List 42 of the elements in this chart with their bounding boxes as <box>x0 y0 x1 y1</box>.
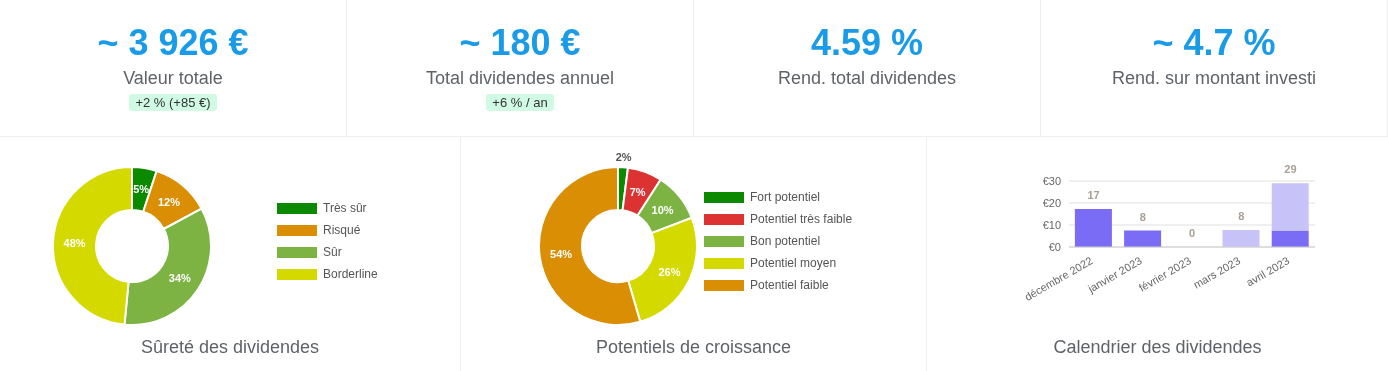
y-tick-label: €30 <box>1042 174 1061 187</box>
text: 4.59 % <box>809 22 925 64</box>
legend-label: Potentiel faible <box>750 278 829 292</box>
text: Potentiels de croissance <box>594 337 793 358</box>
text: Calendrier des dividendes <box>1052 337 1263 358</box>
x-tick-label: avril 2023 <box>1244 254 1292 289</box>
text: Rend. total dividendes <box>776 67 958 90</box>
total-label: 29 <box>1284 163 1297 176</box>
total-label: 17 <box>1087 188 1100 201</box>
data-label: 5% <box>133 183 150 196</box>
text: +2 % (+85 €) <box>129 94 217 111</box>
text: Total dividendes annuel <box>424 67 616 90</box>
data-label: 26% <box>658 265 681 278</box>
text: ~ 4.7 % <box>1151 22 1277 64</box>
text: Rend. sur montant investi <box>1110 67 1318 90</box>
legend-label: Potentiel moyen <box>750 256 837 270</box>
legend-label: Très sûr <box>323 201 367 215</box>
total-label: 8 <box>1139 210 1146 223</box>
legend-label: Bon potentiel <box>750 234 821 248</box>
legend-label: Sûr <box>323 245 342 259</box>
legend-label: Risqué <box>323 223 361 237</box>
data-label: 10% <box>651 203 674 216</box>
text: +6 % / an <box>486 94 554 111</box>
data-label: 48% <box>63 237 86 250</box>
legend-label: Fort potentiel <box>750 190 821 204</box>
data-label: 2% <box>615 151 632 164</box>
data-label: 54% <box>550 248 573 261</box>
text: ~ 180 € <box>458 22 582 64</box>
y-tick-label: €10 <box>1042 218 1061 231</box>
x-tick-label: mars 2023 <box>1191 254 1243 291</box>
total-label: 8 <box>1238 210 1245 223</box>
data-label: 34% <box>168 271 192 284</box>
legend-label: Potentiel très faible <box>750 212 853 226</box>
data-label: 12% <box>157 195 181 208</box>
y-tick-label: €0 <box>1048 240 1061 253</box>
total-label: 0 <box>1188 227 1196 239</box>
data-label: 7% <box>629 185 646 198</box>
y-tick-label: €20 <box>1042 196 1061 209</box>
text: Valeur totale <box>122 67 224 90</box>
text: Sûreté des dividendes <box>139 337 321 358</box>
text: ~ 3 926 € <box>96 22 250 64</box>
legend-label: Borderline <box>323 267 378 281</box>
